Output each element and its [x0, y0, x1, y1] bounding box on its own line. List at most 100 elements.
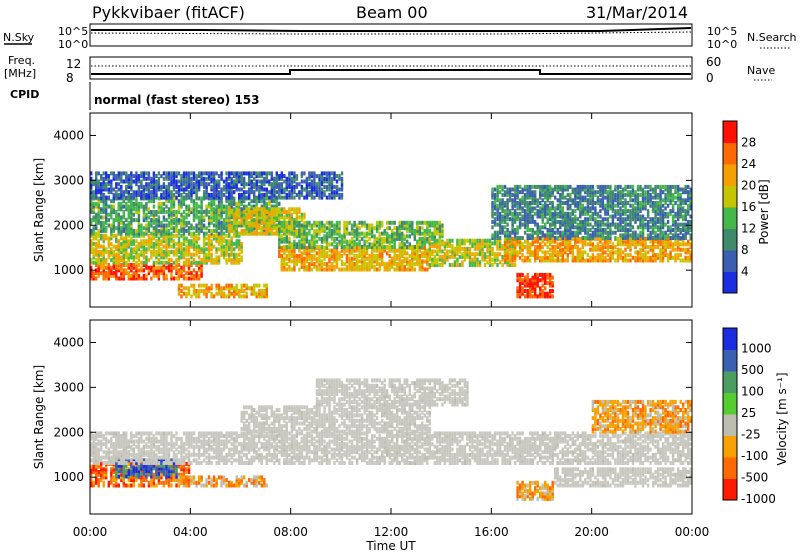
- data-cell: [298, 267, 301, 272]
- data-cell: [551, 228, 554, 232]
- data-cell: [428, 257, 431, 262]
- data-cell: [481, 252, 484, 257]
- data-cell: [150, 212, 153, 217]
- data-cell: [192, 215, 196, 220]
- data-cell: [549, 201, 552, 205]
- data-cell: [674, 253, 677, 258]
- data-cell: [428, 241, 431, 246]
- data-cell: [611, 209, 615, 214]
- data-cell: [308, 264, 311, 269]
- data-cell: [150, 239, 153, 244]
- data-cell: [441, 223, 444, 228]
- data-cell: [260, 291, 263, 296]
- data-cell: [315, 256, 319, 261]
- data-cell: [182, 228, 186, 233]
- data-cell: [258, 220, 261, 225]
- data-cell: [270, 220, 273, 225]
- data-cell: [368, 226, 371, 231]
- data-cell: [142, 233, 146, 238]
- data-cell: [290, 176, 294, 181]
- data-cell: [363, 239, 366, 244]
- data-cell: [238, 244, 241, 249]
- data-cell: [142, 241, 146, 246]
- data-cell: [200, 210, 203, 214]
- data-cell: [190, 263, 193, 267]
- data-cell: [92, 233, 95, 238]
- data-cell: [496, 184, 499, 189]
- data-cell: [155, 223, 158, 228]
- data-cell: [606, 225, 610, 230]
- data-cell: [233, 252, 236, 257]
- data-cell: [190, 192, 193, 197]
- data-cell: [661, 245, 665, 249]
- data-cell: [197, 187, 201, 192]
- data-cell: [205, 171, 208, 176]
- data-cell: [228, 201, 231, 206]
- data-cell: [190, 190, 193, 195]
- data-cell: [511, 206, 514, 211]
- data-cell: [343, 220, 346, 225]
- data-cell: [205, 176, 208, 181]
- data-cell: [258, 226, 261, 231]
- data-cell: [127, 182, 130, 187]
- data-cell: [212, 176, 216, 181]
- data-cell: [338, 242, 341, 247]
- data-cell: [493, 187, 497, 192]
- data-cell: [150, 250, 153, 254]
- data-cell: [147, 171, 151, 176]
- data-cell: [381, 239, 384, 244]
- data-cell: [544, 190, 547, 195]
- data-cell: [155, 182, 158, 187]
- data-cell: [150, 265, 153, 270]
- data-cell: [338, 226, 341, 231]
- data-cell: [200, 218, 203, 223]
- data-cell: [418, 248, 421, 253]
- data-cell: [636, 242, 640, 247]
- data-cell: [238, 199, 241, 204]
- data-cell: [185, 223, 188, 228]
- data-cell: [283, 239, 286, 244]
- data-cell: [165, 171, 168, 176]
- data-cell: [406, 259, 409, 264]
- data-cell: [365, 267, 369, 272]
- data-cell: [318, 176, 321, 181]
- data-cell: [207, 171, 211, 176]
- data-cell: [202, 184, 206, 189]
- data-cell: [205, 212, 208, 217]
- data-cell: [293, 245, 296, 249]
- data-cell: [601, 233, 605, 238]
- data-cell: [288, 220, 291, 225]
- data-cell: [523, 187, 527, 192]
- data-cell: [260, 195, 263, 200]
- data-cell: [200, 289, 203, 293]
- data-cell: [207, 286, 211, 291]
- data-cell: [170, 220, 173, 225]
- data-cell: [564, 228, 567, 232]
- data-cell: [235, 260, 238, 265]
- data-cell: [315, 251, 319, 256]
- data-cell: [278, 182, 281, 187]
- data-cell: [559, 198, 562, 203]
- data-cell: [130, 218, 133, 223]
- data-cell: [345, 242, 349, 247]
- data-cell: [102, 220, 105, 225]
- data-cell: [541, 209, 544, 214]
- data-cell: [187, 212, 191, 217]
- data-cell: [230, 226, 233, 231]
- data-cell: [225, 228, 228, 233]
- data-cell: [255, 226, 258, 231]
- data-cell: [491, 249, 494, 254]
- data-cell: [197, 289, 201, 293]
- data-cell: [365, 251, 369, 256]
- data-cell: [564, 184, 567, 189]
- data-cell: [110, 182, 113, 187]
- data-cell: [596, 211, 600, 216]
- data-cell: [270, 226, 273, 231]
- data-cell: [388, 248, 391, 253]
- data-cell: [446, 249, 449, 254]
- data-cell: [328, 179, 331, 184]
- data-cell: [185, 286, 188, 291]
- data-cell: [303, 212, 306, 217]
- data-cell: [308, 248, 311, 253]
- data-cell: [566, 203, 569, 208]
